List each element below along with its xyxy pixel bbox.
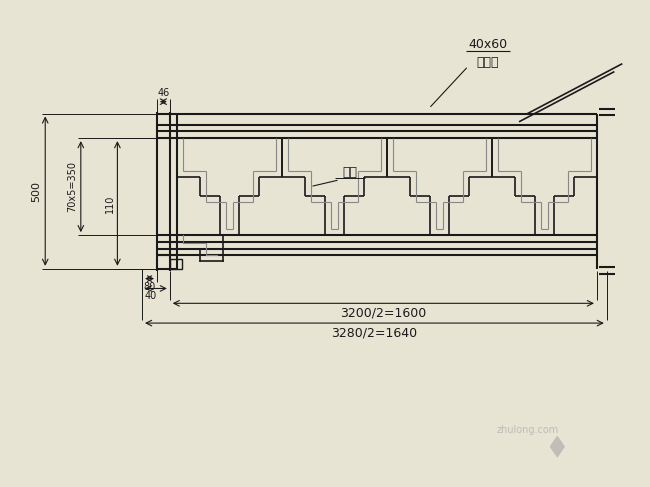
Text: 70x5=350: 70x5=350	[67, 161, 77, 212]
Text: 500: 500	[31, 181, 42, 202]
Text: 3280/2=1640: 3280/2=1640	[332, 326, 417, 339]
Text: 混面: 混面	[342, 167, 358, 179]
Text: zhulong.com: zhulong.com	[497, 425, 559, 435]
Text: 40x60: 40x60	[469, 38, 508, 51]
Text: 110: 110	[105, 194, 114, 213]
Polygon shape	[549, 435, 566, 459]
Text: 80: 80	[144, 281, 155, 292]
Text: 3200/2=1600: 3200/2=1600	[340, 306, 426, 319]
Bar	[170, 259, 181, 269]
Text: 亚木角: 亚木角	[477, 56, 499, 69]
Text: 46: 46	[157, 88, 170, 98]
Text: 40: 40	[145, 291, 157, 301]
